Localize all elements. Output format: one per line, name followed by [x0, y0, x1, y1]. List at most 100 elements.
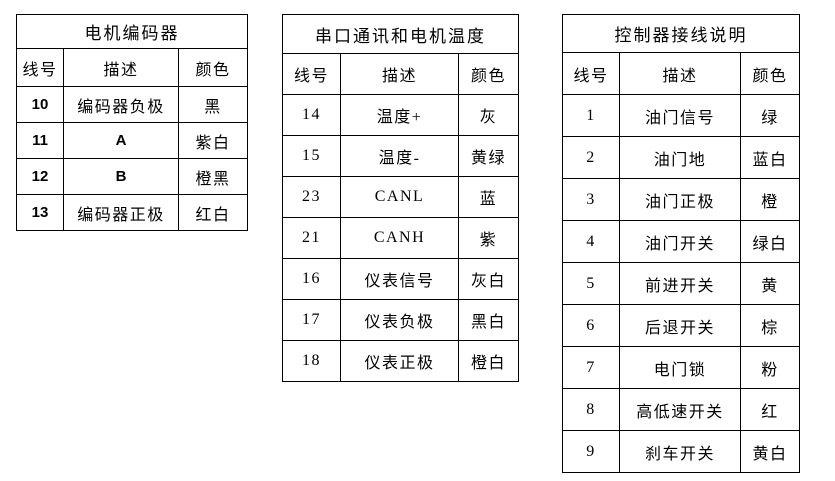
color-cell: 棕 [739, 304, 801, 347]
wire-number-cell: 11 [16, 122, 64, 159]
table-row: 3 油门正极橙 [562, 178, 801, 221]
wire-number-cell: 23 [282, 176, 341, 218]
description-cell: 油门信号 [619, 94, 741, 137]
color-cell: 黄白 [739, 430, 801, 473]
column-header-description: 描述 [619, 52, 741, 95]
color-cell: 黑白 [457, 299, 520, 341]
wire-number-cell: 9 [562, 430, 620, 473]
table-row: 4 油门开关 绿白 [562, 220, 801, 263]
table-row: 11 A 紫白 [16, 122, 248, 159]
description-cell: CANH [340, 217, 459, 259]
wire-number-cell: 2 [562, 136, 620, 179]
column-header-description: 描述 [63, 48, 179, 87]
column-header-wire-number: 线号 [562, 52, 620, 95]
table-row: 18 仪表正极 橙白 [282, 340, 520, 382]
description-cell: 编码器负极 [63, 86, 179, 123]
table-row: 5 前进开关黄 [562, 262, 801, 305]
motor-encoder-table: 电机编码器 线号 描述 颜色 10 编码器负极黑 11 A 紫白 12 B 橙黑 13 编码器正极… [16, 14, 248, 231]
wire-number-cell: 8 [562, 388, 620, 431]
column-header-color: 颜色 [178, 48, 248, 87]
color-cell: 粉 [739, 346, 801, 389]
table-row: 12 B 橙黑 [16, 158, 248, 195]
color-cell: 橙白 [457, 340, 520, 382]
column-header-color: 颜色 [739, 52, 801, 95]
color-cell: 红白 [178, 194, 248, 231]
table-header-row: 线号 描述 颜色 [562, 52, 801, 95]
table-row: 2 油门地 蓝白 [562, 136, 801, 179]
table-row: 13 编码器正极 红白 [16, 194, 248, 231]
wire-number-cell: 5 [562, 262, 620, 305]
wire-number-cell: 16 [282, 258, 341, 300]
color-cell: 绿白 [739, 220, 801, 263]
description-cell: 仪表信号 [340, 258, 459, 300]
table-row: 21 CANH 紫 [282, 217, 520, 259]
wire-number-cell: 10 [16, 86, 64, 123]
table-title-row: 串口通讯和电机温度 [281, 14, 520, 54]
table-row: 17 仪表负极 黑白 [282, 299, 520, 341]
table-title-row: 电机编码器 [16, 14, 248, 49]
description-cell: 油门开关 [619, 220, 741, 263]
color-cell: 绿 [739, 94, 801, 137]
color-cell: 灰 [457, 94, 520, 136]
description-cell: 前进开关 [619, 262, 741, 305]
color-cell: 黄 [739, 262, 801, 305]
table-row: 10 编码器负极黑 [16, 86, 248, 123]
description-cell: 仪表正极 [340, 340, 459, 382]
description-cell: 刹车开关 [619, 430, 741, 473]
description-cell: 电门锁 [619, 346, 741, 389]
description-cell: CANL [340, 176, 459, 218]
table-row: 1 油门信号绿 [562, 94, 801, 137]
description-cell: 温度- [340, 135, 459, 177]
color-cell: 黄绿 [457, 135, 520, 177]
color-cell: 橙黑 [178, 158, 248, 195]
wire-number-cell: 18 [282, 340, 341, 382]
table-row: 6 后退开关棕 [562, 304, 801, 347]
controller-wiring-table: 控制器接线说明 线号 描述 颜色 1 油门信号绿 2 油门地 蓝白 3 油门正极橙 4 油门开关… [561, 14, 801, 473]
description-cell: 温度+ [340, 94, 459, 136]
wire-number-cell: 21 [282, 217, 341, 259]
column-header-description: 描述 [340, 53, 459, 95]
description-cell: A [63, 122, 179, 159]
wire-number-cell: 3 [562, 178, 620, 221]
table-header-row: 线号 描述 颜色 [282, 53, 520, 95]
description-cell: 高低速开关 [619, 388, 741, 431]
table-title: 控制器接线说明 [561, 14, 801, 53]
description-cell: 油门地 [619, 136, 741, 179]
wire-number-cell: 14 [282, 94, 341, 136]
table-row: 8 高低速开关红 [562, 388, 801, 431]
color-cell: 蓝白 [739, 136, 801, 179]
color-cell: 橙 [739, 178, 801, 221]
serial-comm-temperature-table: 串口通讯和电机温度 线号 描述 颜色 14 温度+ 灰 15 温度- 黄绿 23 CANL 蓝 2… [281, 14, 520, 382]
table-title: 电机编码器 [16, 14, 248, 49]
description-cell: 油门正极 [619, 178, 741, 221]
table-title-row: 控制器接线说明 [561, 14, 801, 53]
color-cell: 蓝 [457, 176, 520, 218]
table-row: 9 刹车开关 黄白 [562, 430, 801, 473]
table-row: 15 温度- 黄绿 [282, 135, 520, 177]
color-cell: 黑 [178, 86, 248, 123]
column-header-wire-number: 线号 [282, 53, 341, 95]
wire-number-cell: 12 [16, 158, 64, 195]
wire-number-cell: 17 [282, 299, 341, 341]
wire-number-cell: 15 [282, 135, 341, 177]
column-header-color: 颜色 [457, 53, 520, 95]
column-header-wire-number: 线号 [16, 48, 64, 87]
table-row: 7 电门锁粉 [562, 346, 801, 389]
color-cell: 紫 [457, 217, 520, 259]
description-cell: 编码器正极 [63, 194, 179, 231]
description-cell: 后退开关 [619, 304, 741, 347]
color-cell: 红 [739, 388, 801, 431]
table-row: 16 仪表信号 灰白 [282, 258, 520, 300]
wire-number-cell: 7 [562, 346, 620, 389]
wire-number-cell: 13 [16, 194, 64, 231]
table-row: 14 温度+ 灰 [282, 94, 520, 136]
table-row: 23 CANL 蓝 [282, 176, 520, 218]
table-title: 串口通讯和电机温度 [281, 14, 520, 54]
wire-number-cell: 6 [562, 304, 620, 347]
wire-number-cell: 1 [562, 94, 620, 137]
color-cell: 紫白 [178, 122, 248, 159]
table-header-row: 线号 描述 颜色 [16, 48, 248, 87]
color-cell: 灰白 [457, 258, 520, 300]
description-cell: 仪表负极 [340, 299, 459, 341]
